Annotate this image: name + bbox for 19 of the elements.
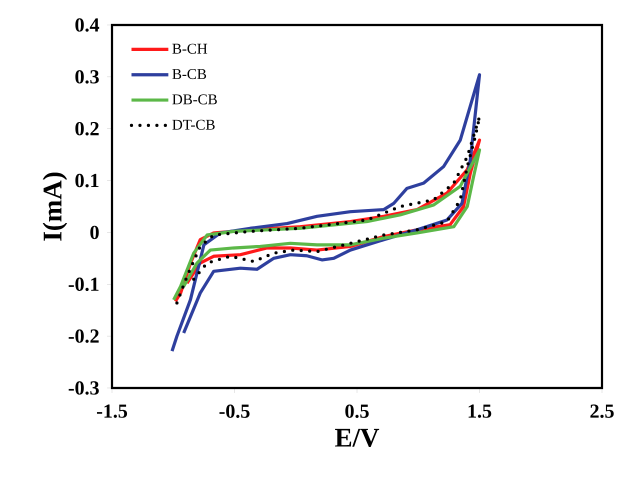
y-tick-label: -0.3 xyxy=(68,381,99,395)
y-tick-label: 0.2 xyxy=(75,122,99,136)
legend-label: B-CH xyxy=(172,44,208,54)
y-tick-label: 0.1 xyxy=(75,174,98,188)
legend-label: DB-CB xyxy=(172,94,217,104)
x-axis-title: E/V xyxy=(335,428,380,447)
y-tick-label: 0.3 xyxy=(75,70,99,84)
x-tick-label: 0.5 xyxy=(345,404,369,418)
y-tick-label: 0.4 xyxy=(75,18,100,32)
y-tick-label: 0 xyxy=(90,226,99,240)
y-axis-title: I(mA) xyxy=(42,172,68,241)
y-tick-label: -0.1 xyxy=(68,278,98,292)
x-tick-label: -1.5 xyxy=(96,404,128,418)
legend-label: DT-CB xyxy=(172,120,215,130)
x-tick-label: -0.5 xyxy=(219,404,250,418)
x-tick-label: 2.5 xyxy=(590,404,614,418)
legend-label: B-CB xyxy=(172,69,206,80)
x-tick-label: 1.5 xyxy=(468,404,492,418)
y-tick-label: -0.2 xyxy=(68,329,99,343)
